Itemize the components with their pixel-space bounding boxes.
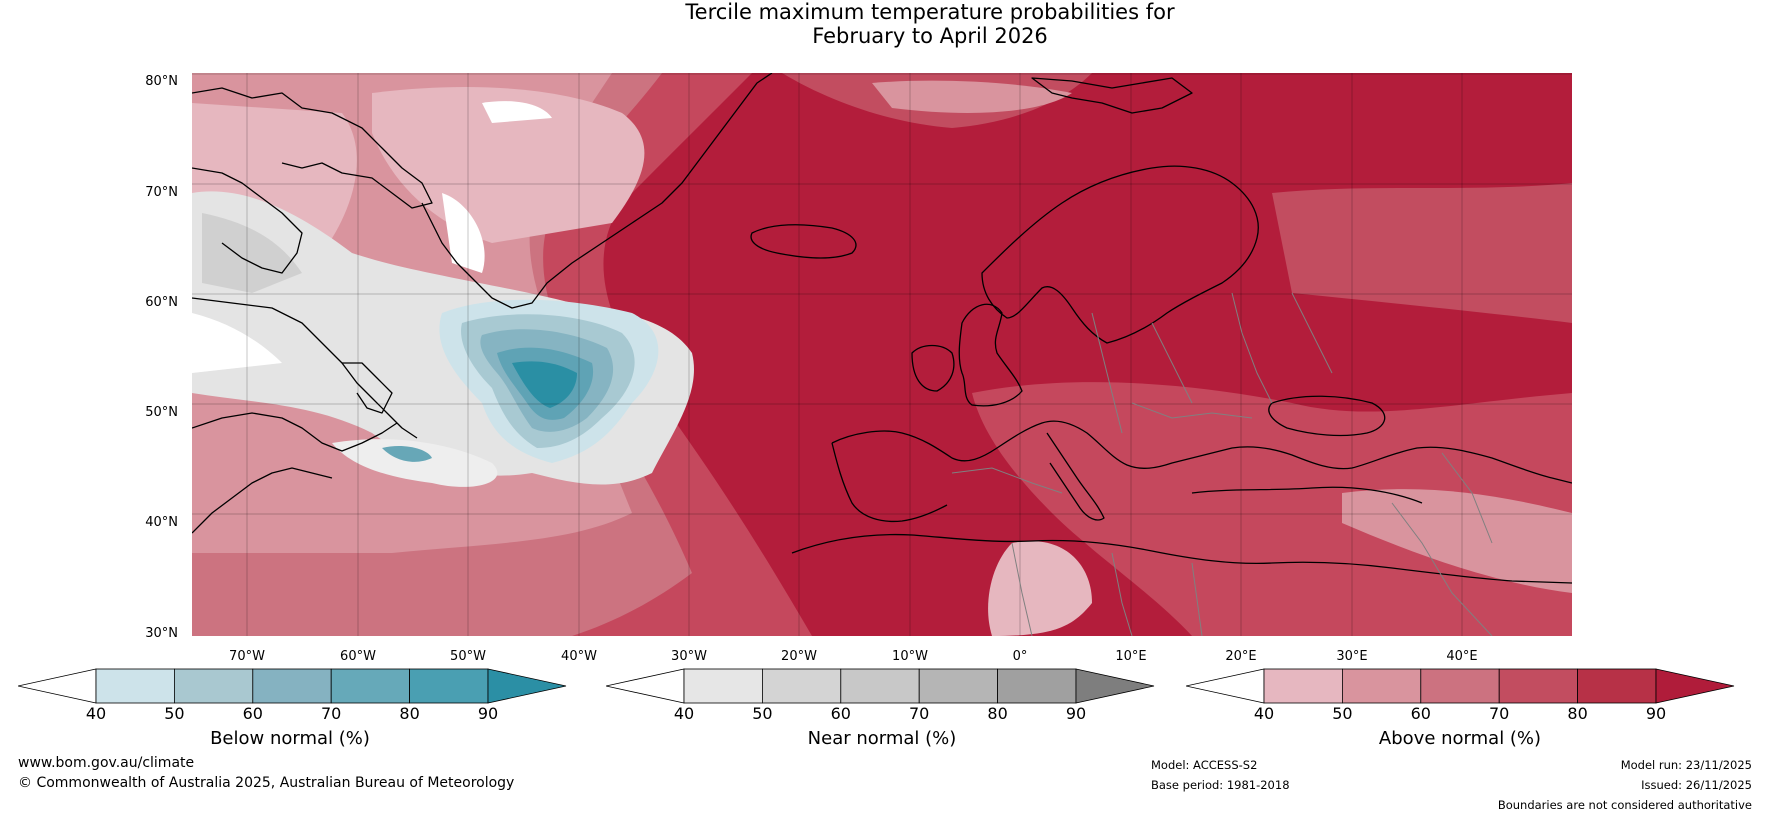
footer-issued: Issued: 26/11/2025: [1641, 778, 1752, 792]
colorbar-tick-label: 80: [987, 704, 1008, 723]
lon-label: 40°E: [1446, 649, 1478, 664]
lon-label: 40°W: [561, 649, 597, 664]
no-signal-region: [192, 313, 282, 373]
colorbar-bin: [330, 668, 411, 704]
colorbar-tick-label: 40: [1253, 704, 1275, 723]
colorbar-bin: [1341, 668, 1422, 704]
colorbar-near-normal: [606, 668, 1155, 704]
footer-model-run: Model run: 23/11/2025: [1620, 758, 1752, 772]
above-normal-70-region: [1272, 183, 1572, 323]
graticule: [192, 73, 1572, 636]
colorbar-tick-label: 50: [1332, 704, 1353, 723]
above-normal-40-region: [372, 87, 645, 243]
lon-label: 50°W: [450, 649, 486, 664]
lat-label: 80°N: [145, 74, 178, 89]
no-signal-region: [442, 193, 485, 273]
lon-label: 60°W: [340, 649, 376, 664]
probability-map[interactable]: [192, 73, 1572, 636]
lon-label: 70°W: [229, 649, 265, 664]
no-signal-region: [482, 101, 552, 123]
colorbar-bin: [840, 668, 920, 704]
colorbar-label-above: Above normal (%): [1378, 728, 1542, 749]
colorbar-tick-label: 90: [1065, 704, 1087, 723]
colorbar-bin: [252, 668, 332, 704]
colorbar-tick-label: 40: [85, 704, 107, 723]
colorbar-extend-high: [1075, 668, 1155, 704]
lon-label: 30°W: [671, 649, 707, 664]
colorbar-bin: [1263, 668, 1343, 704]
colorbar-tick-label: 60: [242, 704, 263, 723]
lat-label: 60°N: [145, 295, 178, 310]
colorbar-above-normal: [1186, 668, 1735, 704]
colorbar-tick-label: 70: [909, 704, 930, 723]
lon-label: 10°E: [1115, 649, 1147, 664]
colorbar-extend-low: [1186, 668, 1265, 704]
footer-base-period: Base period: 1981-2018: [1151, 778, 1290, 792]
chart-title: Tercile maximum temperature probabilitie…: [0, 0, 1770, 48]
above-normal-40-region: [988, 541, 1092, 636]
lon-label: 30°E: [1336, 649, 1368, 664]
colorbar-tick-label: 50: [164, 704, 185, 723]
lon-label: 0°: [1012, 649, 1028, 664]
colorbar-label-near: Near normal (%): [807, 728, 957, 749]
footer-model: Model: ACCESS-S2: [1151, 758, 1258, 772]
colorbar-bin: [683, 668, 763, 704]
colorbar-extend-low: [606, 668, 685, 704]
colorbar-bin: [1577, 668, 1657, 704]
above-normal-50-region: [1342, 489, 1572, 593]
below-normal-small-region: [382, 446, 432, 462]
colorbar-bin: [918, 668, 999, 704]
colorbar-extend-low: [18, 668, 97, 704]
colorbar-bin: [997, 668, 1077, 704]
colorbar-bin: [761, 668, 842, 704]
title-line-2: February to April 2026: [812, 24, 1048, 48]
footer-disclaimer: Boundaries are not considered authoritat…: [1497, 798, 1752, 812]
colorbar-bin: [95, 668, 175, 704]
country-borders: [951, 292, 1493, 636]
colorbar-below-normal: [18, 668, 567, 704]
colorbar-tick-label: 60: [1410, 704, 1431, 723]
colorbar-bin: [173, 668, 254, 704]
colorbar-extend-high: [1655, 668, 1735, 704]
colorbar-tick-label: 50: [752, 704, 773, 723]
colorbar-tick-label: 60: [830, 704, 851, 723]
lon-label: 10°W: [892, 649, 928, 664]
footer-copyright: © Commonwealth of Australia 2025, Austra…: [18, 775, 515, 791]
lat-label: 40°N: [145, 515, 178, 530]
footer-website[interactable]: www.bom.gov.au/climate: [18, 755, 195, 771]
lat-label: 50°N: [145, 405, 178, 420]
colorbar-extend-high: [487, 668, 567, 704]
lat-label: 30°N: [145, 626, 178, 641]
colorbar-tick-label: 80: [1567, 704, 1588, 723]
colorbar-bin: [1420, 668, 1500, 704]
below-normal-80-region: [512, 361, 577, 408]
lon-label: 20°W: [781, 649, 817, 664]
colorbar-tick-label: 80: [399, 704, 420, 723]
above-normal-70-region: [972, 382, 1572, 636]
near-normal-region: [332, 439, 498, 487]
lat-label: 70°N: [145, 185, 178, 200]
coastlines: [192, 73, 1572, 584]
lon-label: 20°E: [1225, 649, 1257, 664]
colorbar-tick-label: 40: [673, 704, 695, 723]
above-normal-50-region: [872, 80, 1072, 113]
colorbar-tick-label: 90: [1645, 704, 1667, 723]
title-line-1: Tercile maximum temperature probabilitie…: [685, 0, 1175, 24]
colorbar-bin: [409, 668, 489, 704]
near-normal-50-region: [202, 213, 302, 293]
colorbar-label-below: Below normal (%): [210, 728, 370, 749]
colorbar-bin: [1498, 668, 1579, 704]
colorbar-tick-label: 70: [1489, 704, 1510, 723]
colorbar-tick-label: 90: [477, 704, 499, 723]
colorbar-tick-label: 70: [321, 704, 342, 723]
